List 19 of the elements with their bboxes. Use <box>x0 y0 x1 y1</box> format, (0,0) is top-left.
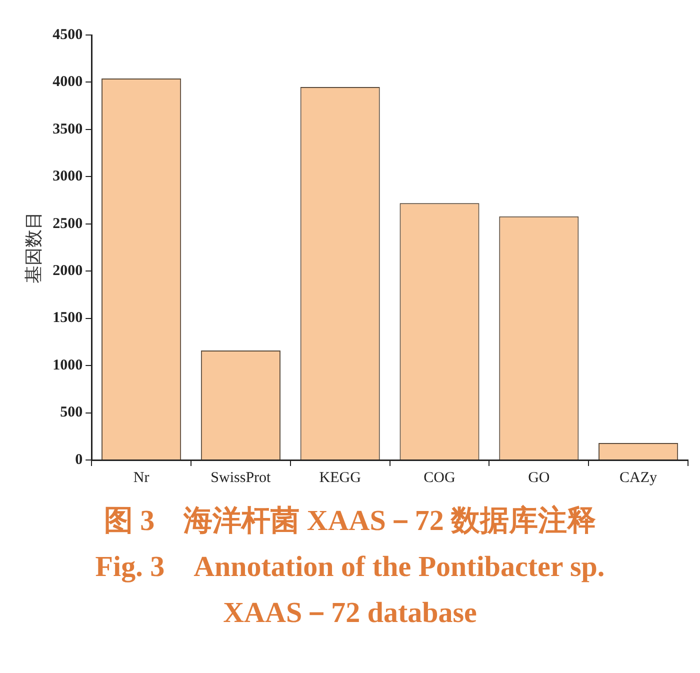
y-axis-title: 基因数目 <box>23 212 44 284</box>
y-tick-label: 4000 <box>52 74 83 90</box>
x-tick-label: COG <box>424 470 456 486</box>
y-tick-label: 1500 <box>52 310 83 326</box>
y-tick-label: 3500 <box>52 121 83 138</box>
x-tick-label: GO <box>528 470 550 486</box>
y-tick-label: 4500 <box>52 26 83 43</box>
x-tick-label: KEGG <box>319 470 362 486</box>
x-tick-label: SwissProt <box>210 470 272 486</box>
text: 图 3 海洋杆菌 XAAS－72 数据库注释 <box>102 504 598 539</box>
x-tick-label: CAZy <box>620 470 658 486</box>
y-tick-label: 500 <box>60 404 83 421</box>
y-tick-label: 2500 <box>52 216 83 232</box>
x-tick-label: Nr <box>133 470 150 486</box>
y-tick-label: 1000 <box>52 357 83 374</box>
y-tick-label: 0 <box>75 452 83 468</box>
text: Fig. 3 Annotation of the Pontibacter sp. XAAS－72 database <box>94 550 606 631</box>
y-tick-label: 2000 <box>52 262 83 279</box>
y-tick-label: 3000 <box>52 168 83 185</box>
